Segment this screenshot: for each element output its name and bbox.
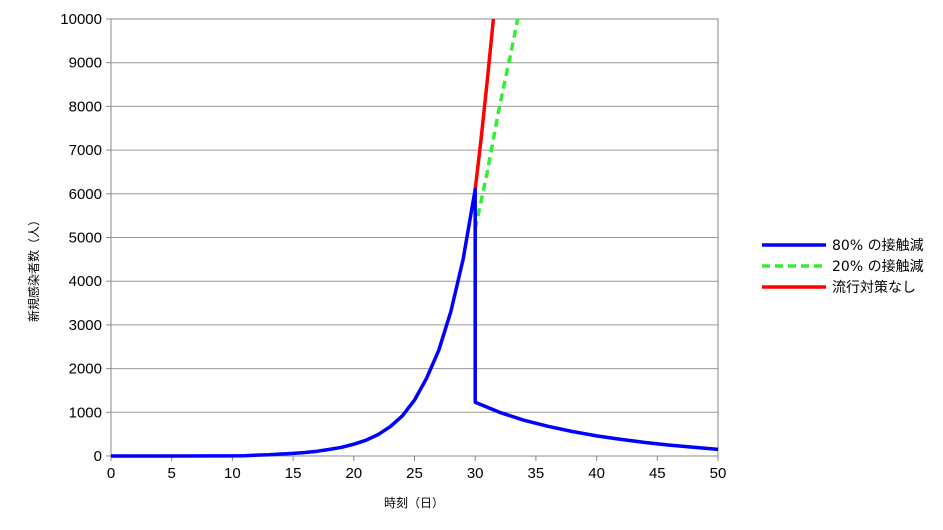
x-axis-title: 時刻（日） bbox=[384, 496, 444, 510]
y-tick-label: 6000 bbox=[69, 186, 102, 203]
x-tick-label: 30 bbox=[467, 465, 484, 482]
x-tick-label: 10 bbox=[224, 465, 241, 482]
y-tick-label: 1000 bbox=[69, 404, 102, 421]
series-lines bbox=[111, 18, 719, 458]
x-tick-label: 25 bbox=[406, 465, 423, 482]
series-line-0 bbox=[111, 187, 719, 458]
y-tick-label: 5000 bbox=[69, 230, 102, 247]
y-tick-label: 4000 bbox=[69, 273, 102, 290]
y-tick-label: 3000 bbox=[69, 317, 102, 334]
y-tick-label: 0 bbox=[94, 448, 102, 465]
x-tick-label: 50 bbox=[710, 465, 727, 482]
y-axis-title: 新規感染者数（人） bbox=[26, 214, 41, 322]
x-tick-label: 35 bbox=[528, 465, 545, 482]
y-tick-label: 8000 bbox=[69, 98, 102, 115]
y-tick-label: 9000 bbox=[69, 55, 102, 72]
y-tick-label: 10000 bbox=[60, 11, 102, 28]
x-tick-label: 45 bbox=[649, 465, 666, 482]
x-tick-label: 20 bbox=[345, 465, 362, 482]
x-tick-label: 5 bbox=[168, 465, 176, 482]
x-tick-label: 40 bbox=[588, 465, 605, 482]
y-tick-label: 7000 bbox=[69, 142, 102, 159]
series-line-1 bbox=[473, 18, 520, 230]
legend-label: 20% の接触減 bbox=[832, 258, 924, 275]
legend-label: 80% の接触減 bbox=[832, 237, 924, 254]
x-tick-label: 15 bbox=[285, 465, 302, 482]
gridlines bbox=[111, 18, 718, 457]
legend-label: 流行対策なし bbox=[832, 279, 916, 296]
series-line-2 bbox=[473, 18, 496, 190]
x-tick-label: 0 bbox=[107, 465, 115, 482]
y-axis: 0 1000 2000 3000 4000 5000 6000 7000 8000 9000 100… bbox=[60, 11, 111, 465]
x-axis: 0 5 10 15 20 25 30 35 40 45 50 bbox=[107, 456, 727, 482]
y-tick-label: 2000 bbox=[69, 361, 102, 378]
